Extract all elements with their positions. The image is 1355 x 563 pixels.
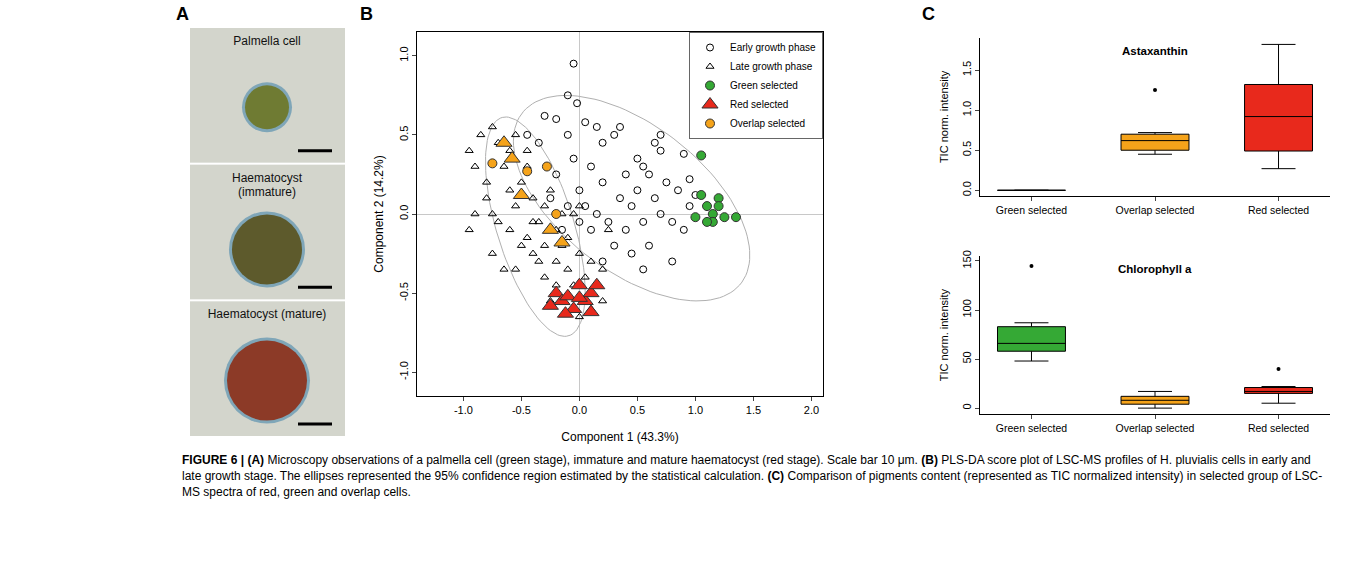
svg-text:2.0: 2.0 [804, 404, 819, 416]
html-text:B: B [360, 4, 373, 24]
svg-text:Chlorophyll a: Chlorophyll a [1118, 263, 1192, 275]
svg-text:-1.0: -1.0 [398, 361, 410, 380]
svg-text:150: 150 [961, 250, 973, 268]
svg-text:Red selected: Red selected [1248, 422, 1309, 434]
svg-text:1.0: 1.0 [961, 101, 973, 116]
svg-text:Green selected: Green selected [730, 80, 798, 91]
svg-text:Overlap selected: Overlap selected [1116, 422, 1195, 434]
svg-text:0.0: 0.0 [572, 404, 587, 416]
svg-text:-0.5: -0.5 [512, 404, 531, 416]
svg-text:Red selected: Red selected [1248, 204, 1309, 216]
svg-text:Component 1 (43.3%): Component 1 (43.3%) [561, 430, 678, 444]
svg-text:(immature): (immature) [238, 185, 296, 199]
svg-text:Red selected: Red selected [730, 99, 788, 110]
svg-text:0.0: 0.0 [961, 181, 973, 196]
svg-text:Late growth phase: Late growth phase [730, 61, 813, 72]
svg-text:Palmella cell: Palmella cell [233, 34, 300, 48]
svg-text:0: 0 [961, 403, 973, 409]
svg-text:Green selected: Green selected [996, 204, 1067, 216]
svg-text:0.0: 0.0 [398, 205, 410, 220]
svg-text:Haematocyst (mature): Haematocyst (mature) [208, 307, 327, 321]
svg-text:TIC norm. intensity: TIC norm. intensity [938, 70, 950, 163]
svg-text:1.0: 1.0 [688, 404, 703, 416]
svg-text:Green selected: Green selected [996, 422, 1067, 434]
svg-text:Component 2 (14.2%): Component 2 (14.2%) [372, 155, 386, 272]
svg-text:0.5: 0.5 [961, 141, 973, 156]
svg-text:1.0: 1.0 [398, 46, 410, 61]
svg-text:Early growth phase: Early growth phase [730, 42, 816, 53]
html-text:A: A [176, 4, 189, 24]
html-text:FIGURE 6 | (A) Microscopy obse: FIGURE 6 | (A) Microscopy observations o… [182, 453, 1323, 499]
svg-text:Overlap selected: Overlap selected [1116, 204, 1195, 216]
svg-text:100: 100 [961, 299, 973, 317]
svg-text:-0.5: -0.5 [398, 282, 410, 301]
svg-text:TIC norm. intensity: TIC norm. intensity [938, 288, 950, 381]
svg-text:Haematocyst: Haematocyst [232, 171, 303, 185]
svg-text:0.5: 0.5 [398, 126, 410, 141]
svg-text:1.5: 1.5 [961, 61, 973, 76]
svg-text:Overlap selected: Overlap selected [730, 118, 805, 129]
html-text:C: C [922, 4, 935, 24]
svg-text:50: 50 [961, 351, 973, 363]
svg-text:1.5: 1.5 [746, 404, 761, 416]
svg-text:0.5: 0.5 [630, 404, 645, 416]
svg-text:-1.0: -1.0 [454, 404, 473, 416]
svg-text:Astaxanthin: Astaxanthin [1122, 45, 1188, 57]
